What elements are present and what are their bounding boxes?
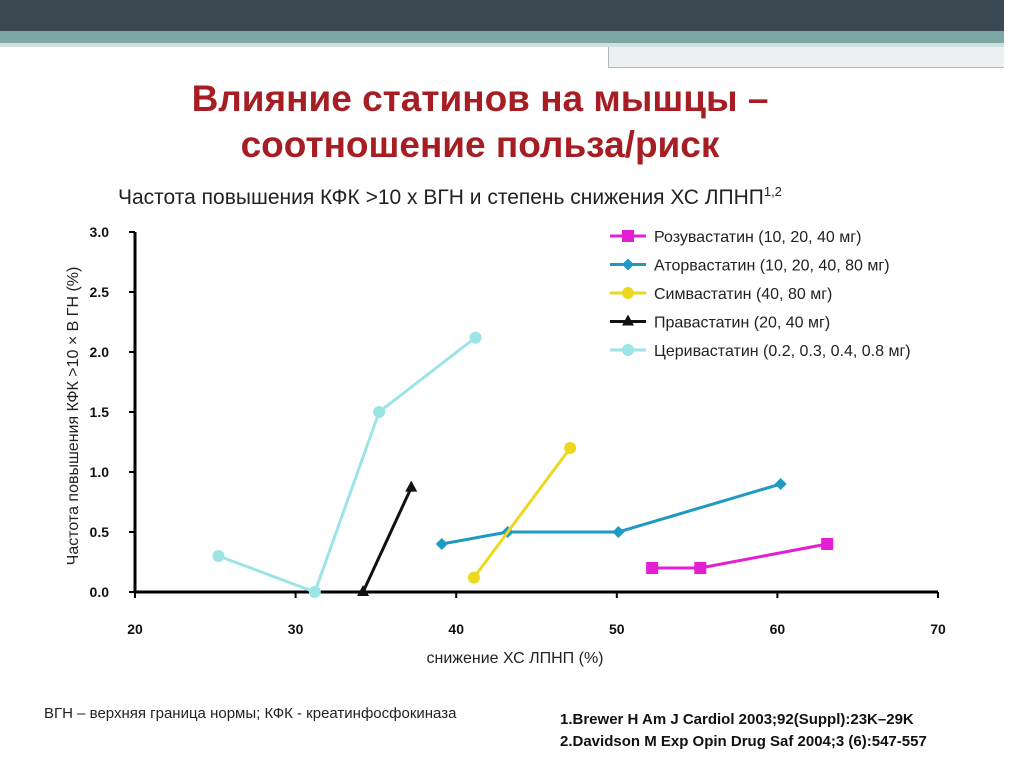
y-tick-label: 0.0 (90, 584, 110, 600)
slide-title: Влияние статинов на мышцы – соотношение … (90, 76, 870, 168)
legend-label: Церивастатин (0.2, 0.3, 0.4, 0.8 мг) (654, 343, 911, 360)
data-point (308, 586, 321, 598)
chart-series (212, 331, 834, 598)
data-point (469, 331, 482, 344)
x-tick-label: 70 (930, 621, 946, 637)
data-point (774, 478, 787, 490)
data-point (435, 538, 448, 550)
legend-label: Симвастатин (40, 80 мг) (654, 286, 832, 303)
y-tick-label: 0.5 (90, 524, 110, 540)
x-tick-label: 60 (770, 621, 786, 637)
data-point (622, 230, 634, 242)
title-line-1: Влияние статинов на мышцы – (191, 78, 769, 119)
series-line (217, 336, 477, 594)
chart-axes: 0.0 0.5 1.0 1.5 2.0 2.5 3.0 20 30 40 50 60 70 снижени… (65, 224, 946, 667)
data-point (622, 287, 634, 299)
data-point (694, 562, 707, 574)
teal-band (0, 31, 1024, 43)
legend-label: Правастатин (20, 40 мг) (654, 315, 830, 332)
x-tick-label: 40 (448, 621, 464, 637)
x-tick-label: 20 (127, 621, 143, 637)
footnote: ВГН – верхняя граница нормы; КФК - креат… (44, 705, 457, 722)
references: 1.Brewer H Am J Cardiol 2003;92(Suppl):2… (560, 709, 927, 753)
chart-subtitle: Частота повышения КФК >10 х ВГН и степен… (118, 184, 938, 210)
data-point (622, 344, 634, 356)
series-line (472, 447, 572, 579)
y-axis-label: Частота повышения КФК >10 × В ГН (%) (65, 267, 82, 566)
subtitle-sup: 1,2 (763, 184, 782, 199)
y-tick-label: 2.5 (90, 284, 110, 300)
legend-label: Розувастатин (10, 20, 40 мг) (654, 229, 861, 246)
reference-2: 2.Davidson M Exp Opin Drug Saf 2004;3 (6… (560, 733, 927, 750)
top-bar (0, 0, 1024, 31)
y-tick-label: 3.0 (90, 224, 110, 240)
data-point (357, 585, 370, 596)
series-line (361, 486, 413, 593)
x-tick-label: 50 (609, 621, 625, 637)
reference-1: 1.Brewer H Am J Cardiol 2003;92(Suppl):2… (560, 711, 914, 728)
subtitle-text: Частота повышения КФК >10 х ВГН и степен… (118, 186, 764, 209)
data-point (646, 562, 659, 574)
data-point (467, 571, 480, 584)
x-tick-label: 30 (288, 621, 304, 637)
header-strip (1004, 0, 1024, 68)
series-line (441, 482, 782, 546)
data-point (622, 314, 634, 326)
y-tick-label: 1.5 (90, 404, 110, 420)
x-axis-label: снижение ХС ЛПНП (%) (426, 650, 603, 667)
y-tick-label: 1.0 (90, 464, 110, 480)
light-band (0, 43, 1024, 47)
data-point (373, 406, 386, 418)
y-tick-label: 2.0 (90, 344, 110, 360)
data-point (622, 258, 634, 271)
data-point (212, 550, 225, 562)
data-point (405, 480, 418, 492)
data-point (821, 538, 834, 550)
legend-label: Аторвастатин (10, 20, 40, 80 мг) (654, 258, 890, 275)
data-point (612, 526, 625, 538)
data-point (564, 442, 577, 454)
series-line (652, 542, 828, 570)
chart-legend: Розувастатин (10, 20, 40 мг) Аторвастатин… (610, 229, 911, 360)
title-line-2: соотношение польза/риск (240, 124, 720, 165)
